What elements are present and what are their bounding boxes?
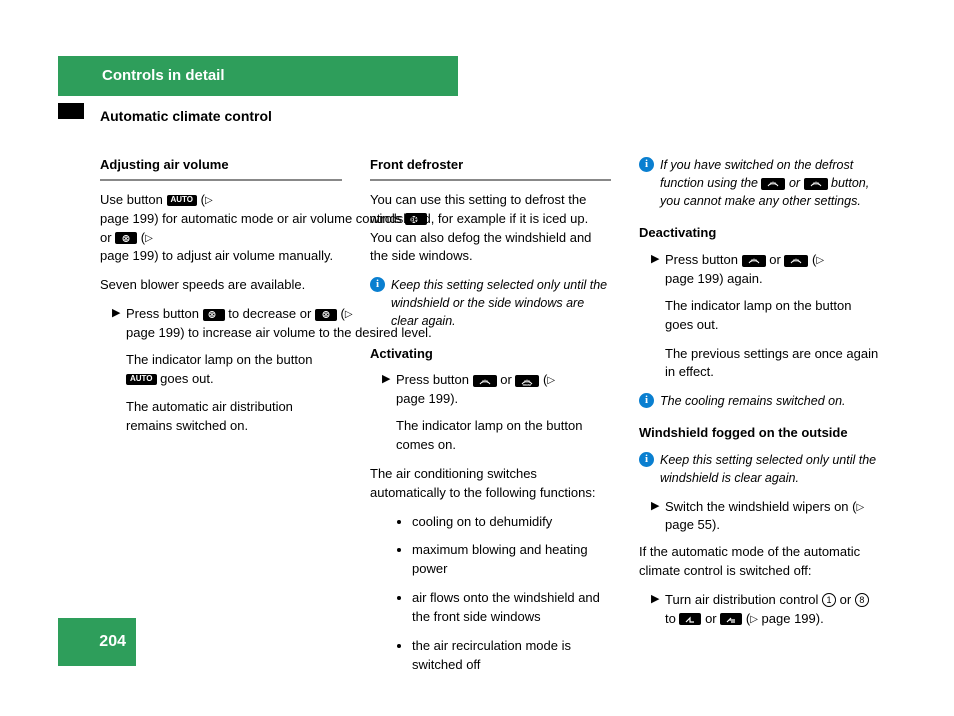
- chapter-title: Controls in detail: [102, 65, 225, 87]
- step-result: The automatic air distribution remains s…: [100, 398, 342, 436]
- defrost-front-icon: [761, 178, 785, 190]
- pageref-icon: ▷: [205, 195, 213, 206]
- heading-adjusting-air-volume: Adjusting air volume: [100, 156, 342, 181]
- section-title: Automatic climate control: [100, 106, 272, 126]
- fan-plus-icon: [115, 232, 137, 244]
- step-marker-icon: ▶: [382, 371, 396, 409]
- airflow-mid-icon: [720, 613, 742, 625]
- control-8-icon: 8: [855, 593, 869, 607]
- manual-page: Controls in detail Automatic climate con…: [0, 0, 954, 716]
- fan-plus-icon: [315, 309, 337, 321]
- column-3: i If you have switched on the defrost fu…: [639, 156, 880, 684]
- paragraph: If the automatic mode of the automatic c…: [639, 543, 880, 581]
- paragraph: The air conditioning switches automatica…: [370, 465, 611, 503]
- list-item: cooling on to dehumidify: [412, 513, 611, 532]
- step: ▶ Press button or (▷ page 199) again.: [639, 251, 880, 289]
- step-marker-icon: ▶: [651, 251, 665, 289]
- step: ▶ Press button or FRONT (▷ page 199).: [370, 371, 611, 409]
- info-note: i The cooling remains switched on.: [639, 392, 880, 410]
- step-result: The previous settings are once again in …: [639, 345, 880, 383]
- section-tab: [58, 103, 84, 119]
- step-marker-icon: ▶: [651, 591, 665, 629]
- airflow-up-icon: [679, 613, 701, 625]
- defrost-front-icon: [473, 375, 497, 387]
- heading-windshield-fogged: Windshield fogged on the outside: [639, 424, 880, 443]
- svg-text:FRONT: FRONT: [523, 383, 532, 385]
- heading-front-defroster: Front defroster: [370, 156, 611, 181]
- heading-deactivating: Deactivating: [639, 224, 880, 243]
- paragraph: Seven blower speeds are available.: [100, 276, 342, 295]
- list-item: maximum blowing and heating power: [412, 541, 611, 579]
- step-body: Press button or FRONT (▷ page 199).: [396, 371, 611, 409]
- info-note: i Keep this setting selected only until …: [370, 276, 611, 330]
- chapter-header: Controls in detail: [58, 56, 458, 96]
- auto-button-icon: AUTO: [167, 195, 198, 206]
- pageref-icon: ▷: [145, 233, 153, 244]
- auto-button-icon: AUTO: [126, 374, 157, 385]
- step: ▶ Press button to decrease or (▷ page 19…: [100, 305, 342, 343]
- column-1: Adjusting air volume Use button AUTO (▷ …: [100, 156, 342, 684]
- list-item: the air recirculation mode is switched o…: [412, 637, 611, 675]
- pageref-icon: ▷: [816, 255, 824, 266]
- info-note: i If you have switched on the defrost fu…: [639, 156, 880, 210]
- column-2: Front defroster You can use this setting…: [370, 156, 611, 684]
- step: ▶ Turn air distribution control 1 or 8 t…: [639, 591, 880, 629]
- control-1-icon: 1: [822, 593, 836, 607]
- page-number-box: 204: [58, 618, 136, 666]
- defrost-rear-icon: [804, 178, 828, 190]
- defrost-front-icon: [742, 255, 766, 267]
- step-body: Turn air distribution control 1 or 8 to …: [665, 591, 880, 629]
- pageref-icon: ▷: [345, 309, 353, 320]
- paragraph: You can use this setting to defrost the …: [370, 191, 611, 266]
- info-icon: i: [639, 393, 654, 408]
- step-result: The indicator lamp on the button AUTO go…: [100, 351, 342, 389]
- step-body: Switch the windshield wipers on (▷ page …: [665, 498, 880, 536]
- heading-activating: Activating: [370, 345, 611, 364]
- pageref-icon: ▷: [547, 375, 555, 386]
- pageref-icon: ▷: [856, 502, 864, 513]
- list-item: air flows onto the windshield and the fr…: [412, 589, 611, 627]
- info-note: i Keep this setting selected only until …: [639, 451, 880, 487]
- paragraph: Use button AUTO (▷ page 199) for auto­ma…: [100, 191, 342, 266]
- info-icon: i: [370, 277, 385, 292]
- info-icon: i: [639, 452, 654, 467]
- step-body: Press button or (▷ page 199) again.: [665, 251, 880, 289]
- pageref-icon: ▷: [750, 614, 758, 625]
- step-marker-icon: ▶: [112, 305, 126, 343]
- info-icon: i: [639, 157, 654, 172]
- step-result: The indicator lamp on the button goes ou…: [639, 297, 880, 335]
- defrost-rear-icon: [784, 255, 808, 267]
- fan-minus-icon: [203, 309, 225, 321]
- step-marker-icon: ▶: [651, 498, 665, 536]
- defrost-rear-icon: FRONT: [515, 375, 539, 387]
- page-number: 204: [99, 630, 126, 653]
- step: ▶ Switch the windshield wipers on (▷ pag…: [639, 498, 880, 536]
- content-columns: Adjusting air volume Use button AUTO (▷ …: [100, 156, 880, 684]
- bullet-list: cooling on to dehumidify maximum blowing…: [370, 513, 611, 675]
- step-result: The indicator lamp on the button comes o…: [370, 417, 611, 455]
